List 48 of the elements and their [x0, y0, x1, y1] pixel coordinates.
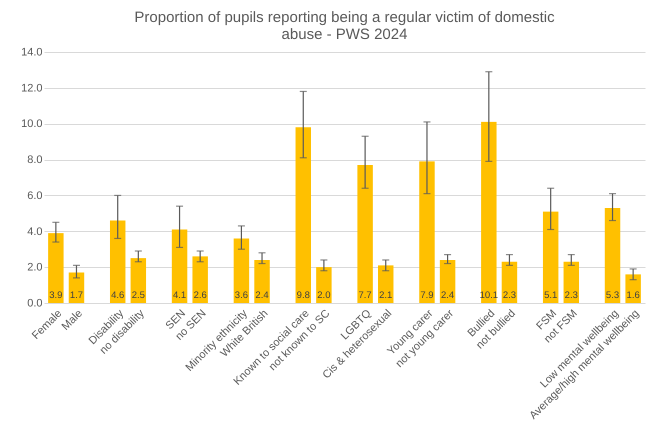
data-label: 2.3	[502, 290, 516, 301]
data-label: 4.1	[172, 290, 186, 301]
data-label: 3.6	[234, 290, 248, 301]
bar	[604, 208, 620, 303]
bar	[542, 212, 558, 303]
bar	[440, 260, 456, 303]
data-label: 2.3	[564, 290, 578, 301]
data-label: 2.0	[317, 290, 330, 301]
data-label: 7.7	[358, 290, 372, 301]
data-label: 3.9	[49, 290, 62, 301]
bar	[172, 229, 188, 303]
data-label: 7.9	[420, 290, 434, 301]
y-tick-label: 4.0	[27, 226, 42, 238]
bar	[419, 161, 435, 303]
data-label: 2.5	[132, 290, 145, 301]
bar	[564, 262, 580, 303]
data-label: 5.1	[544, 290, 558, 301]
data-label: 4.6	[111, 290, 124, 301]
y-tick-label: 2.0	[27, 262, 42, 274]
bar	[502, 262, 518, 303]
bar	[130, 258, 146, 303]
y-tick-label: 0.0	[27, 298, 42, 310]
data-label: 1.6	[626, 290, 640, 301]
bar	[296, 127, 311, 303]
data-label: 9.8	[296, 290, 310, 301]
data-label: 2.6	[194, 290, 207, 301]
y-tick-label: 8.0	[27, 154, 42, 166]
bar	[357, 164, 373, 303]
bar	[481, 122, 497, 303]
bar	[625, 274, 641, 303]
data-label: 2.1	[379, 290, 392, 301]
data-label: 5.3	[606, 290, 620, 301]
y-tick-label: 10.0	[21, 118, 42, 130]
data-label: 1.7	[70, 290, 84, 301]
y-tick-label: 12.0	[21, 82, 42, 94]
y-tick-label: 6.0	[27, 190, 42, 202]
bar	[48, 233, 64, 303]
data-label: 2.4	[255, 290, 269, 301]
bar	[192, 256, 208, 303]
bar	[68, 272, 84, 303]
bar	[378, 265, 394, 303]
chart-title: Proportion of pupils reporting being a regular victim of domestic abuse - PWS 2024	[134, 9, 556, 43]
bar	[316, 267, 332, 303]
bar	[110, 220, 126, 303]
bar	[234, 238, 250, 303]
y-tick-label: 14.0	[21, 46, 42, 58]
data-label: 2.4	[440, 290, 454, 301]
bar	[254, 260, 270, 303]
